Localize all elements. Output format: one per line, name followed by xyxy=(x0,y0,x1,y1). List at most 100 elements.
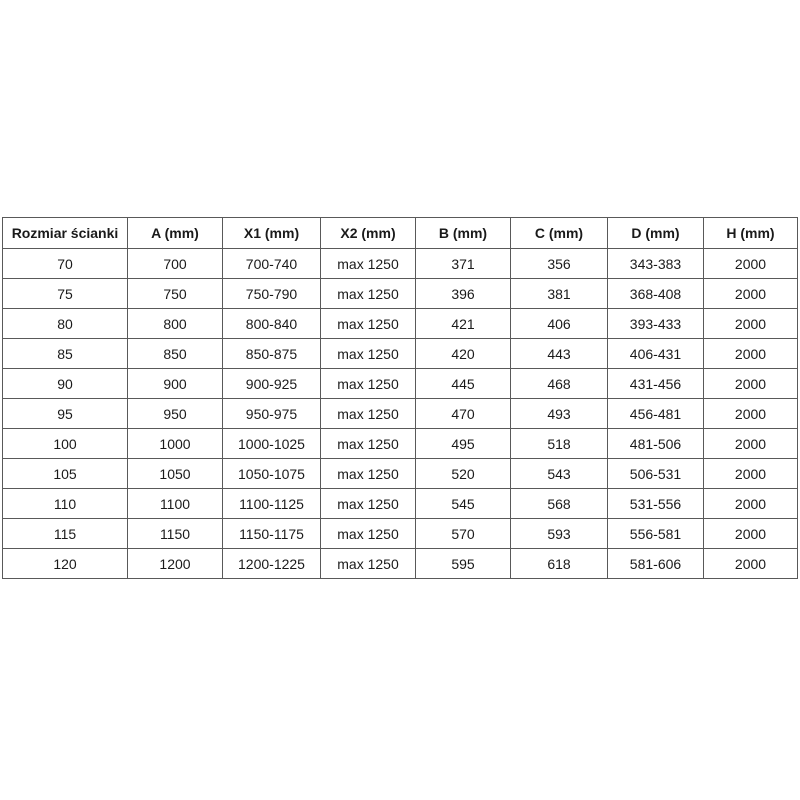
table-cell: max 1250 xyxy=(320,278,416,309)
table-cell: 570 xyxy=(415,518,511,549)
table-row: 115 1150 1150-1175 max 1250 570 593 556-… xyxy=(2,518,798,549)
table-row: 90 900 900-925 max 1250 445 468 431-456 … xyxy=(2,368,798,399)
table-cell: 90 xyxy=(2,368,128,399)
table-cell: 1000-1025 xyxy=(222,428,321,459)
table-cell: 700 xyxy=(127,248,223,279)
column-header: C (mm) xyxy=(510,217,608,249)
table-cell: 556-581 xyxy=(607,518,704,549)
table-cell: 493 xyxy=(510,398,608,429)
table-cell: max 1250 xyxy=(320,488,416,519)
table-cell: 2000 xyxy=(703,308,798,339)
size-specification-table: Rozmiar ścianki A (mm) X1 (mm) X2 (mm) B… xyxy=(2,217,798,579)
table-cell: 750 xyxy=(127,278,223,309)
column-header: Rozmiar ścianki xyxy=(2,217,128,249)
table-cell: 105 xyxy=(2,458,128,489)
table-cell: max 1250 xyxy=(320,518,416,549)
table-row: 110 1100 1100-1125 max 1250 545 568 531-… xyxy=(2,488,798,519)
table-cell: 85 xyxy=(2,338,128,369)
table-cell: 445 xyxy=(415,368,511,399)
table-cell: 850-875 xyxy=(222,338,321,369)
table-cell: 2000 xyxy=(703,368,798,399)
table-cell: 1100 xyxy=(127,488,223,519)
table-cell: max 1250 xyxy=(320,368,416,399)
table-cell: 2000 xyxy=(703,428,798,459)
table-cell: max 1250 xyxy=(320,428,416,459)
table-cell: 581-606 xyxy=(607,548,704,579)
column-header: X1 (mm) xyxy=(222,217,321,249)
table-cell: 2000 xyxy=(703,338,798,369)
table-cell: 800 xyxy=(127,308,223,339)
column-header: A (mm) xyxy=(127,217,223,249)
table-cell: 750-790 xyxy=(222,278,321,309)
table-row: 95 950 950-975 max 1250 470 493 456-481 … xyxy=(2,398,798,429)
table-cell: 1050 xyxy=(127,458,223,489)
column-header: H (mm) xyxy=(703,217,798,249)
table-cell: 506-531 xyxy=(607,458,704,489)
table-cell: 481-506 xyxy=(607,428,704,459)
table-row: 70 700 700-740 max 1250 371 356 343-383 … xyxy=(2,248,798,279)
table-cell: 431-456 xyxy=(607,368,704,399)
table-cell: 900-925 xyxy=(222,368,321,399)
header-row: Rozmiar ścianki A (mm) X1 (mm) X2 (mm) B… xyxy=(2,217,798,249)
table-cell: 443 xyxy=(510,338,608,369)
table-cell: 2000 xyxy=(703,248,798,279)
table-cell: 595 xyxy=(415,548,511,579)
table-cell: max 1250 xyxy=(320,248,416,279)
table-cell: 110 xyxy=(2,488,128,519)
table-cell: 470 xyxy=(415,398,511,429)
table-cell: 2000 xyxy=(703,458,798,489)
table-cell: 421 xyxy=(415,308,511,339)
table-cell: 468 xyxy=(510,368,608,399)
table-cell: max 1250 xyxy=(320,398,416,429)
column-header: X2 (mm) xyxy=(320,217,416,249)
table-row: 85 850 850-875 max 1250 420 443 406-431 … xyxy=(2,338,798,369)
table-cell: 80 xyxy=(2,308,128,339)
table-cell: 700-740 xyxy=(222,248,321,279)
table-cell: 368-408 xyxy=(607,278,704,309)
table-cell: 396 xyxy=(415,278,511,309)
table-cell: 800-840 xyxy=(222,308,321,339)
table-cell: 70 xyxy=(2,248,128,279)
table-cell: 95 xyxy=(2,398,128,429)
table-cell: 531-556 xyxy=(607,488,704,519)
table-cell: 518 xyxy=(510,428,608,459)
table-cell: 2000 xyxy=(703,398,798,429)
table-cell: 120 xyxy=(2,548,128,579)
table-cell: 1000 xyxy=(127,428,223,459)
table-cell: 406 xyxy=(510,308,608,339)
table-cell: 2000 xyxy=(703,488,798,519)
table-cell: 420 xyxy=(415,338,511,369)
column-header: D (mm) xyxy=(607,217,704,249)
table-cell: 520 xyxy=(415,458,511,489)
table-cell: 381 xyxy=(510,278,608,309)
table-cell: 593 xyxy=(510,518,608,549)
table-row: 80 800 800-840 max 1250 421 406 393-433 … xyxy=(2,308,798,339)
table-cell: 2000 xyxy=(703,518,798,549)
table-cell: 100 xyxy=(2,428,128,459)
table-cell: 618 xyxy=(510,548,608,579)
table-cell: 356 xyxy=(510,248,608,279)
table-cell: 950-975 xyxy=(222,398,321,429)
table-cell: 543 xyxy=(510,458,608,489)
table-cell: max 1250 xyxy=(320,338,416,369)
table-cell: 1150-1175 xyxy=(222,518,321,549)
table-cell: 2000 xyxy=(703,548,798,579)
table-cell: 545 xyxy=(415,488,511,519)
table-cell: max 1250 xyxy=(320,548,416,579)
table-cell: 2000 xyxy=(703,278,798,309)
table-cell: 1200-1225 xyxy=(222,548,321,579)
table-cell: 406-431 xyxy=(607,338,704,369)
table-row: 100 1000 1000-1025 max 1250 495 518 481-… xyxy=(2,428,798,459)
table-cell: 1200 xyxy=(127,548,223,579)
table-cell: 850 xyxy=(127,338,223,369)
table-cell: 75 xyxy=(2,278,128,309)
table-cell: 1100-1125 xyxy=(222,488,321,519)
table-cell: 1150 xyxy=(127,518,223,549)
table-cell: 495 xyxy=(415,428,511,459)
table-cell: 1050-1075 xyxy=(222,458,321,489)
table-cell: max 1250 xyxy=(320,308,416,339)
table-cell: 950 xyxy=(127,398,223,429)
table-row: 75 750 750-790 max 1250 396 381 368-408 … xyxy=(2,278,798,309)
table-row: 105 1050 1050-1075 max 1250 520 543 506-… xyxy=(2,458,798,489)
